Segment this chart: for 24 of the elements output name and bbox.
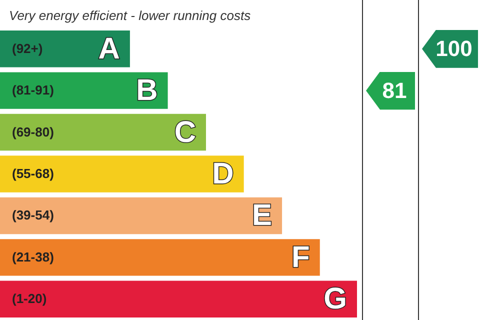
y-tick-label: F <box>292 240 310 274</box>
annotation: (1-20) <box>12 291 47 306</box>
bar <box>0 239 320 276</box>
annotation: (92+) <box>12 40 43 56</box>
annotation: (21-38) <box>12 249 54 264</box>
bar <box>0 197 282 234</box>
rating-arrow-tag: 81 <box>366 72 415 110</box>
y-tick-label: A <box>98 32 120 66</box>
chart-title: Very energy efficient - lower running costs <box>9 8 252 23</box>
annotation: (55-68) <box>12 166 54 181</box>
bar <box>0 156 244 192</box>
annotation: (39-54) <box>12 208 54 223</box>
bar <box>0 72 168 109</box>
y-tick-label: B <box>136 74 158 108</box>
annotation: (69-80) <box>12 124 54 140</box>
bar <box>0 30 130 68</box>
y-tick-label: G <box>324 282 347 316</box>
bar <box>0 280 357 318</box>
y-tick-label: D <box>212 158 234 190</box>
y-tick-label: C <box>174 116 196 149</box>
rating-arrow-tag: 100 <box>422 30 478 68</box>
annotation: (81-91) <box>12 82 54 98</box>
bar <box>0 114 206 151</box>
y-tick-label: E <box>252 199 272 232</box>
